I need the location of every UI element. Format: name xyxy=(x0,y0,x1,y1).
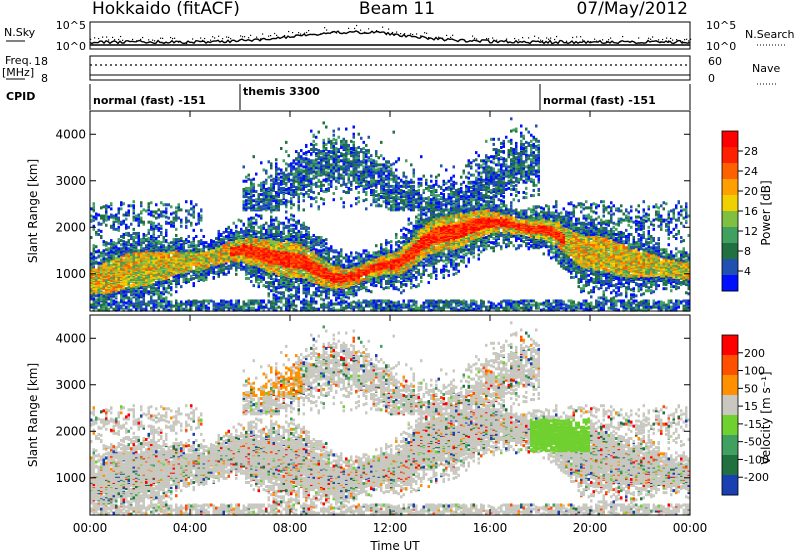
time-tick-label: 08:00 xyxy=(273,521,308,535)
power-colorbar-label: Power [dB] xyxy=(759,180,773,245)
freq-panel: Freq. [MHz] 18 8 Nave 60 0 xyxy=(2,54,780,85)
colorbar-tick-label: 15 xyxy=(744,400,758,413)
colorbar-swatch xyxy=(722,195,738,212)
time-axis-label: Time UT xyxy=(369,539,420,553)
colorbar-swatch xyxy=(722,179,738,196)
range-tick-label: 4000 xyxy=(55,331,86,345)
colorbar-swatch xyxy=(722,227,738,244)
colorbar-tick-label: 4 xyxy=(744,265,751,278)
colorbar-swatch xyxy=(722,243,738,260)
time-tick-label: 12:00 xyxy=(373,521,408,535)
noise-data xyxy=(90,25,691,45)
freq-right-tick-high: 60 xyxy=(708,55,722,68)
colorbar-swatch xyxy=(722,475,738,496)
range-tick-label: 1000 xyxy=(55,471,86,485)
colorbar-swatch xyxy=(722,415,738,436)
colorbar-tick-label: 200 xyxy=(744,347,765,360)
colorbar-tick-label: 20 xyxy=(744,185,758,198)
range-tick-label: 3000 xyxy=(55,378,86,392)
range-tick-label: 2000 xyxy=(55,220,86,234)
power-panel: Slant Range [km] 4000 3000 2000 1000 28 24 20… xyxy=(26,111,773,312)
colorbar-tick-label: 12 xyxy=(744,225,758,238)
freq-left-tick-high: 18 xyxy=(34,55,48,68)
noise-left-tick-high: 10^5 xyxy=(56,19,86,32)
colorbar-swatch xyxy=(722,355,738,376)
freq-left-label-2: [MHz] xyxy=(2,66,34,79)
time-tick-label: 00:00 xyxy=(73,521,108,535)
cpid-label: CPID xyxy=(6,90,35,103)
freq-right-tick-low: 0 xyxy=(708,72,715,85)
colorbar-tick-label: 28 xyxy=(744,145,758,158)
cpid-segment-label: themis 3300 xyxy=(243,85,320,98)
colorbar-swatch xyxy=(722,147,738,164)
time-tick-label: 20:00 xyxy=(573,521,608,535)
date-title: 07/May/2012 xyxy=(577,0,689,19)
colorbar-tick-label: 8 xyxy=(744,245,751,258)
freq-left-tick-low: 8 xyxy=(41,72,48,85)
colorbar-swatch xyxy=(722,259,738,276)
colorbar-swatch xyxy=(722,335,738,356)
beam-title: Beam 11 xyxy=(359,0,435,19)
power-ylabel: Slant Range [km] xyxy=(26,159,40,263)
colorbar-swatch xyxy=(722,435,738,456)
colorbar-tick-label: 24 xyxy=(744,165,758,178)
colorbar-swatch xyxy=(722,211,738,228)
noise-left-tick-low: 10^0 xyxy=(56,40,86,53)
range-tick-label: 3000 xyxy=(55,174,86,188)
colorbar-swatch xyxy=(722,275,738,292)
colorbar-tick-label: 16 xyxy=(744,205,758,218)
noise-right-label: N.Search xyxy=(745,28,795,41)
range-tick-label: 1000 xyxy=(55,267,86,281)
noise-left-label: N.Sky xyxy=(4,26,36,39)
colorbar-swatch xyxy=(722,131,738,148)
time-tick-label: 04:00 xyxy=(173,521,208,535)
time-tick-label: 16:00 xyxy=(473,521,508,535)
colorbar-tick-label: -200 xyxy=(744,471,769,484)
colorbar-swatch xyxy=(722,375,738,396)
colorbar-tick-label: 50 xyxy=(744,382,758,395)
cpid-segment-label: normal (fast) -151 xyxy=(93,94,206,107)
noise-right-tick-high: 10^5 xyxy=(706,19,736,32)
range-tick-label: 4000 xyxy=(55,127,86,141)
noise-panel: N.Sky 10^5 10^0 N.Search 10^5 10^0 xyxy=(4,19,795,53)
power-echoes xyxy=(90,117,690,311)
colorbar-swatch xyxy=(722,395,738,416)
velocity-ylabel: Slant Range [km] xyxy=(26,363,40,467)
range-tick-label: 2000 xyxy=(55,424,86,438)
colorbar-swatch xyxy=(722,455,738,476)
cpid-segment-label: normal (fast) -151 xyxy=(543,94,656,107)
velocity-echoes xyxy=(90,321,690,515)
colorbar-swatch xyxy=(722,163,738,180)
cpid-panel: CPID normal (fast) -151 themis 3300 normal… xyxy=(6,84,690,110)
time-tick-label: 00:00 xyxy=(673,521,708,535)
noise-right-tick-low: 10^0 xyxy=(706,40,736,53)
freq-right-label: Nave xyxy=(752,62,780,75)
velocity-colorbar-label: Velocity [m s⁻¹] xyxy=(759,371,773,464)
station-title: Hokkaido (fitACF) xyxy=(92,0,240,19)
